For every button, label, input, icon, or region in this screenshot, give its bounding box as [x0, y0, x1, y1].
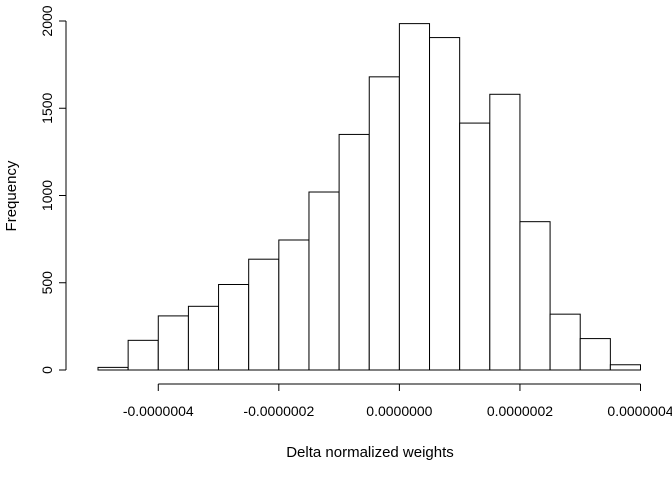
y-tick-label: 0 [39, 366, 55, 374]
histogram-bar [127, 339, 159, 371]
histogram-bar [97, 366, 129, 371]
y-axis: 0 500 1000 1500 2000 [39, 5, 67, 374]
y-axis-title: Frequency [3, 160, 20, 231]
histogram-bar [157, 315, 189, 371]
x-tick-label: -0.0000004 [123, 403, 194, 419]
histogram-bar [368, 76, 400, 371]
y-tick-label: 1000 [39, 180, 55, 211]
x-axis-title: Delta normalized weights [286, 444, 454, 461]
histogram-bar [549, 313, 581, 371]
histogram-bar [609, 364, 641, 371]
histogram-bar [278, 239, 310, 371]
x-axis: -0.0000004 -0.0000002 0.0000000 0.0000002 0.… [123, 383, 672, 419]
y-tick-label: 500 [39, 271, 55, 295]
histogram-bar [489, 93, 521, 371]
x-tick-label: 0.0000004 [607, 403, 672, 419]
x-tick-label: 0.0000002 [487, 403, 553, 419]
histogram-bar [459, 122, 491, 371]
histogram-bar [187, 305, 220, 371]
y-tick-label: 2000 [39, 5, 55, 36]
x-tick-label: -0.0000002 [243, 403, 314, 419]
x-tick-label: 0.0000000 [366, 403, 432, 419]
histogram-bar [429, 37, 461, 371]
histogram-bar [519, 221, 551, 371]
histogram-bar [398, 23, 431, 371]
histogram-bar [218, 283, 250, 371]
histogram-bar [248, 258, 280, 371]
histogram-bar [338, 133, 370, 371]
histogram-bar [579, 338, 611, 371]
histogram-bar [308, 191, 340, 371]
y-tick-label: 1500 [39, 92, 55, 123]
bars-group [97, 23, 641, 371]
